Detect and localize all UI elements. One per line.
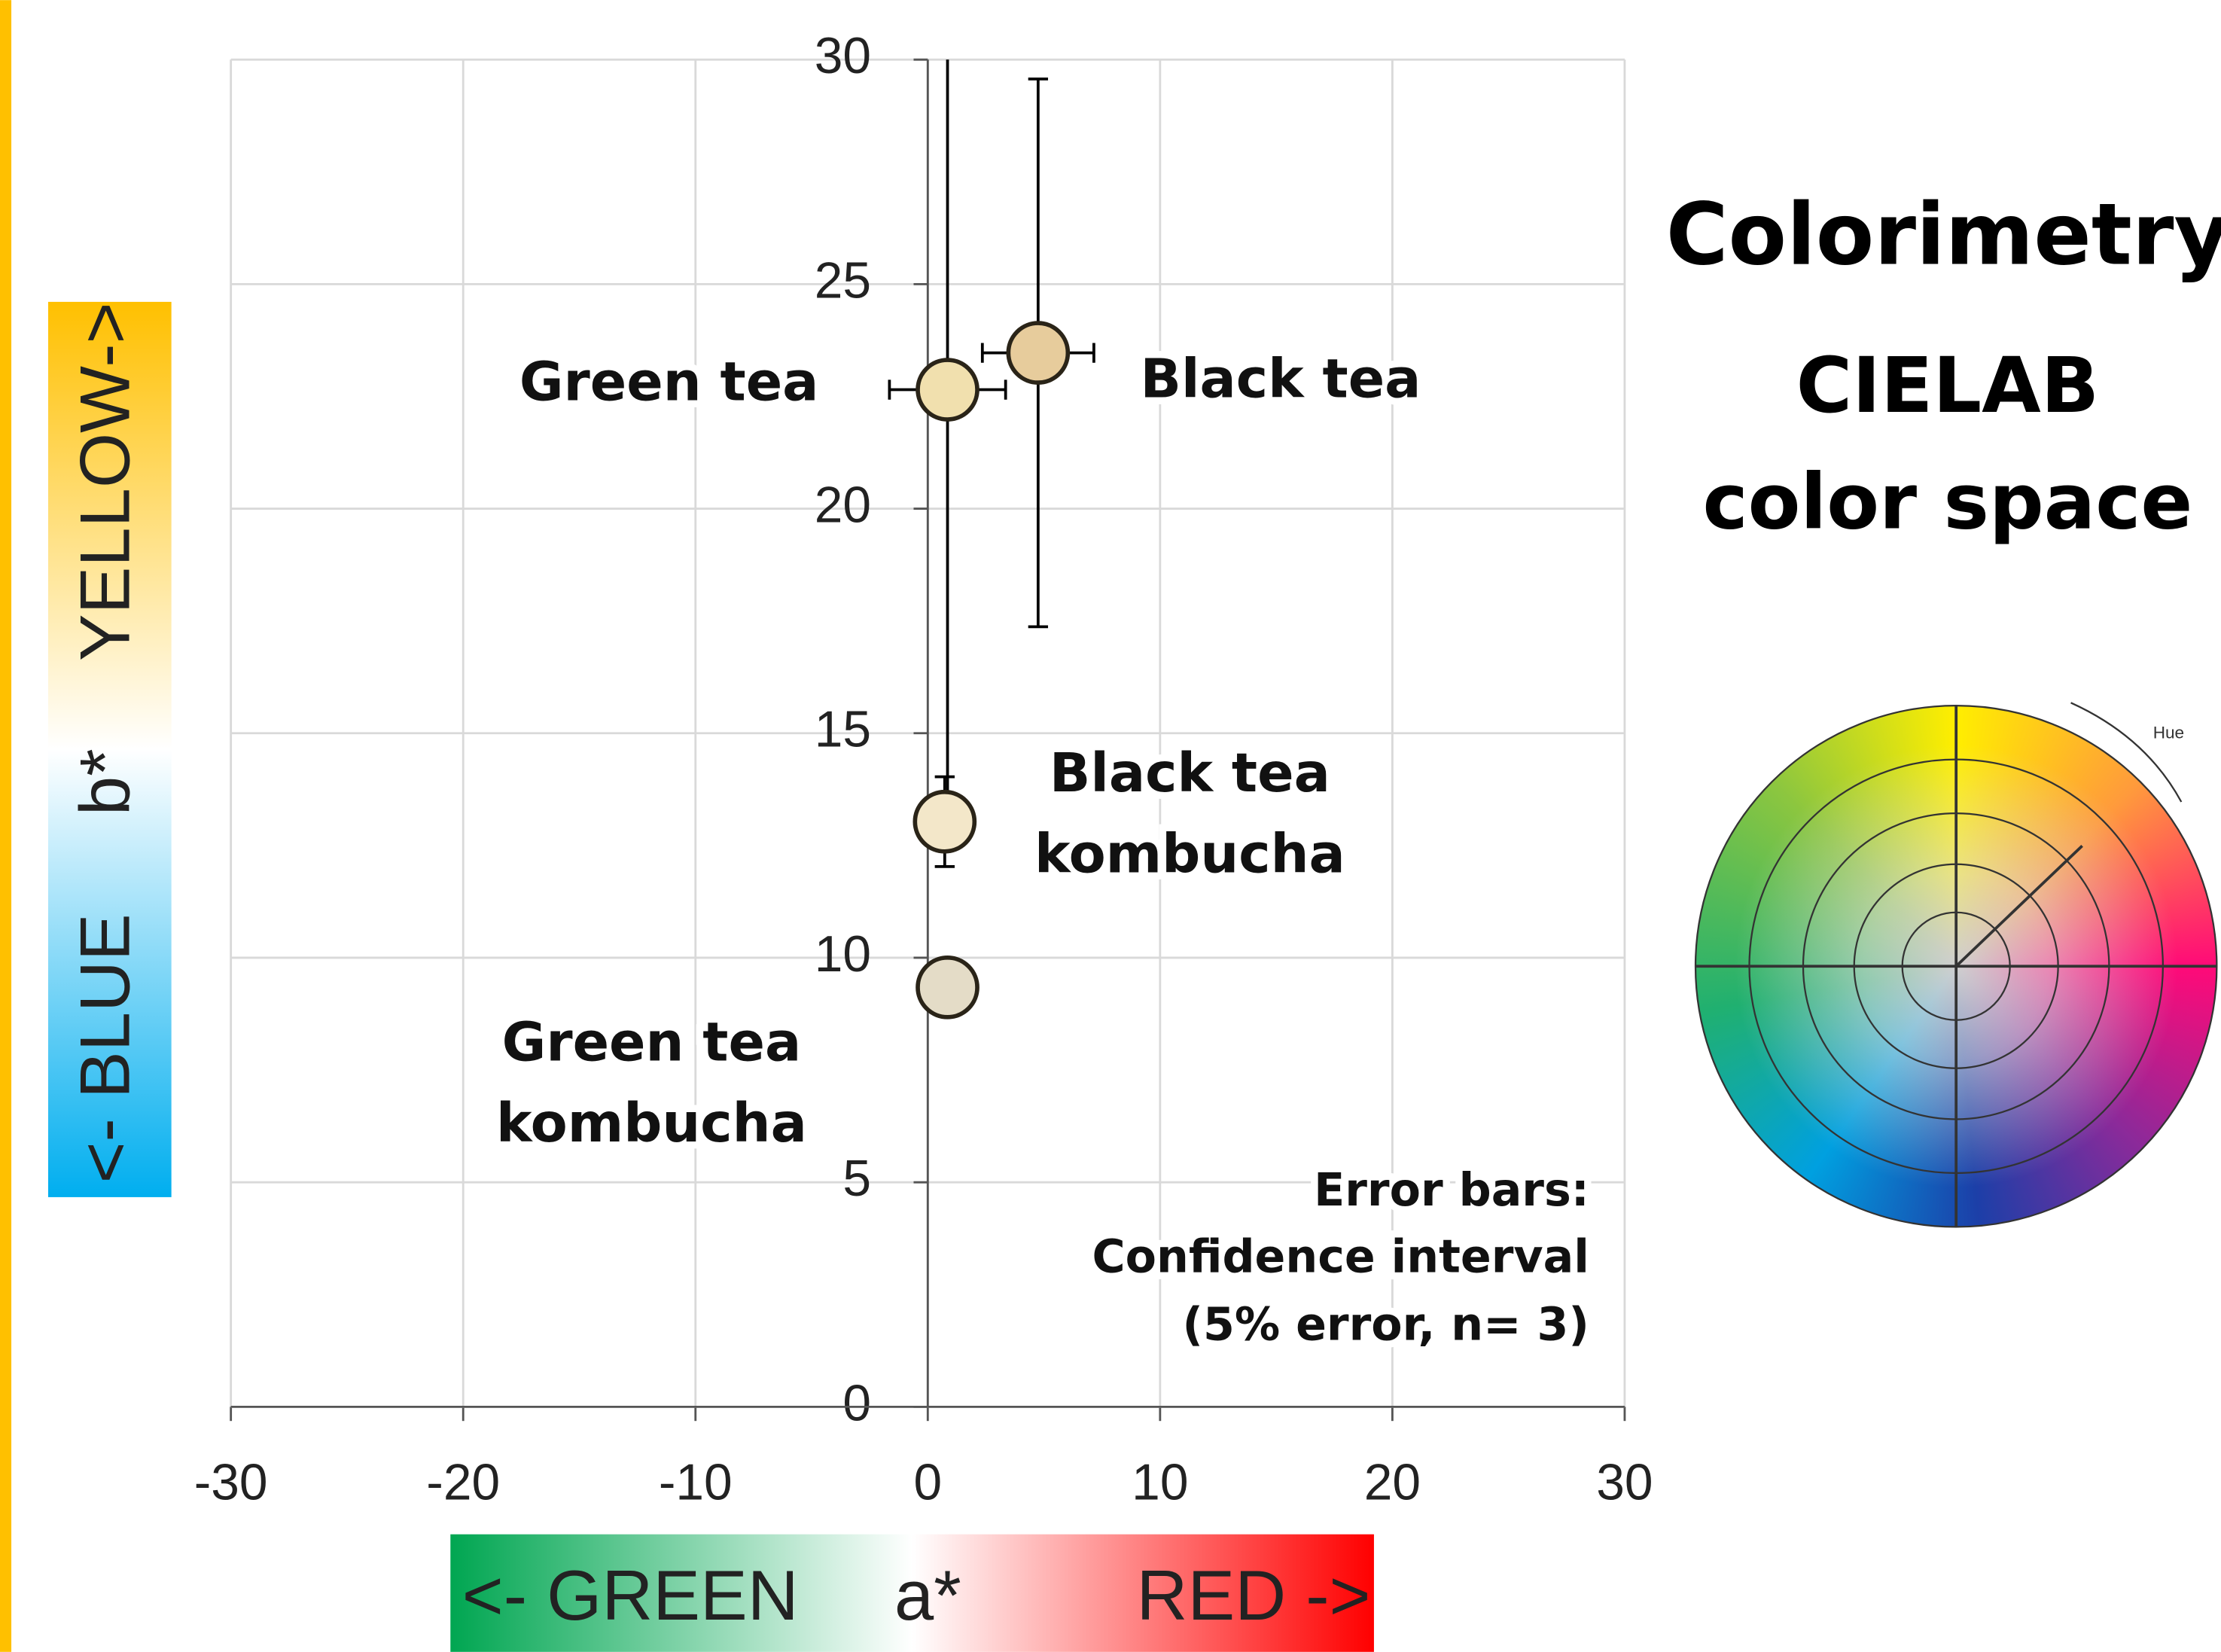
y-tick-label: 30 [815, 28, 871, 84]
subtitle: CIELAB [1796, 341, 2100, 430]
title: Colorimetry [1666, 185, 2221, 285]
x-tick-label: 0 [913, 1455, 942, 1511]
x-axis-right: RED -> [1137, 1556, 1371, 1635]
point-label: Black tea kombucha [1034, 742, 1345, 885]
x-tick-label: 30 [1596, 1455, 1653, 1511]
point [912, 789, 977, 854]
y-tick-label: 15 [815, 702, 871, 758]
note: Error bars: [1314, 1164, 1589, 1217]
y-tick-label: 10 [815, 926, 871, 983]
note: Confidence interval [1092, 1230, 1589, 1283]
point [1006, 321, 1071, 385]
grid: -30 -20 -10 0 10 20 30 0 5 10 15 20 25 30 [194, 28, 1653, 1511]
note: (5% error, n= 3) [1182, 1299, 1589, 1352]
point-label: Black tea [1141, 348, 1421, 410]
point-label: Green tea kombucha [496, 1010, 807, 1154]
x-tick-label: -10 [659, 1455, 733, 1511]
y-tick-label: 0 [842, 1375, 871, 1431]
wheel-grid [1694, 702, 2218, 1228]
plot: Green tea Black tea Black tea kombucha Green… [489, 59, 1428, 1161]
point [916, 358, 979, 422]
x-tick-label: -30 [194, 1455, 268, 1511]
accent-bar [0, 0, 12, 1652]
wheel-label: Hue [2153, 724, 2184, 742]
x-tick-label: -20 [426, 1455, 500, 1511]
point-label: Green tea [519, 350, 819, 413]
y-axis-left: <- BLUE [66, 913, 145, 1183]
x-axis-left: <- GREEN [462, 1556, 799, 1635]
x-axis-mid: a* [894, 1556, 961, 1635]
point [916, 955, 979, 1020]
a-axis-bar [450, 1534, 1374, 1652]
x-tick-label: 20 [1364, 1455, 1421, 1511]
y-axis-right: YELLOW-> [66, 303, 145, 662]
y-tick-label: 5 [842, 1151, 871, 1207]
y-axis-mid: b* [66, 748, 145, 815]
subtitle: color space [1702, 458, 2192, 547]
y-tick-label: 20 [815, 477, 871, 533]
b-axis-bar [47, 301, 172, 1197]
x-tick-label: 10 [1132, 1455, 1188, 1511]
y-tick-label: 25 [815, 252, 871, 309]
